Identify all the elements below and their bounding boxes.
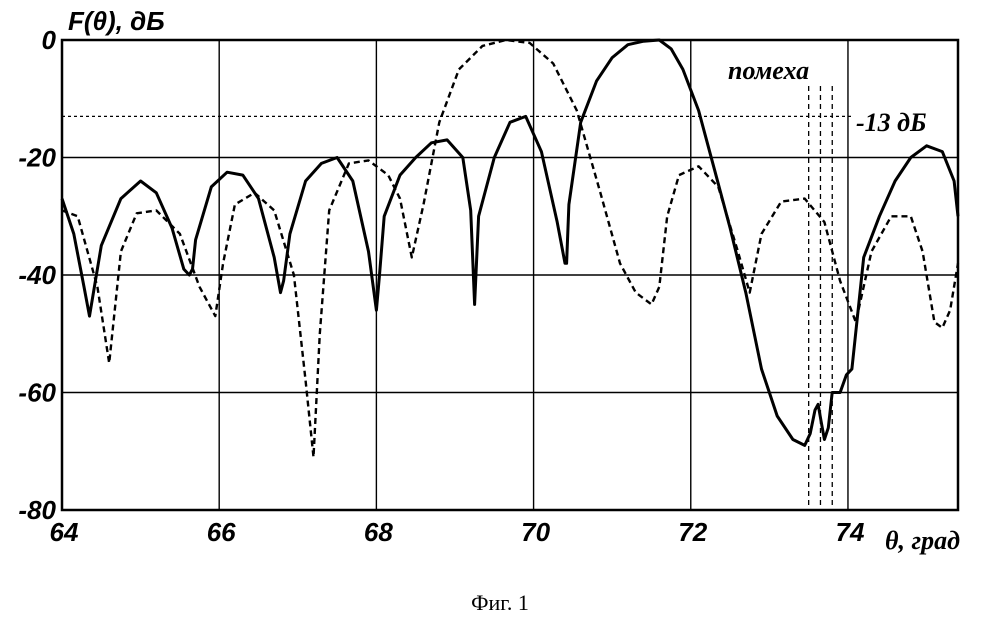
x-tick-label: 72	[678, 517, 707, 547]
x-tick-label: 70	[521, 517, 550, 547]
x-tick-label: 68	[364, 517, 393, 547]
x-tick-label: 66	[207, 517, 236, 547]
y-axis-title: F(θ), дБ	[68, 6, 165, 36]
series-line-dashed	[62, 40, 958, 457]
series-group	[62, 40, 958, 457]
interference-label: помеха	[728, 56, 809, 85]
y-tick-label: -40	[18, 260, 56, 290]
level-label: -13 дБ	[856, 108, 927, 137]
y-tick-label: -60	[18, 378, 56, 408]
x-axis-title: θ, град	[885, 526, 960, 555]
y-tick-label: 0	[42, 25, 57, 55]
x-tick-label: 74	[836, 517, 865, 547]
y-tick-label: -20	[18, 143, 56, 173]
figure-caption: Фиг. 1	[471, 590, 529, 615]
series-line-solid	[62, 40, 958, 445]
y-tick-label: -80	[18, 495, 56, 525]
tick-labels: 6466687072740-20-40-60-80	[18, 25, 865, 547]
